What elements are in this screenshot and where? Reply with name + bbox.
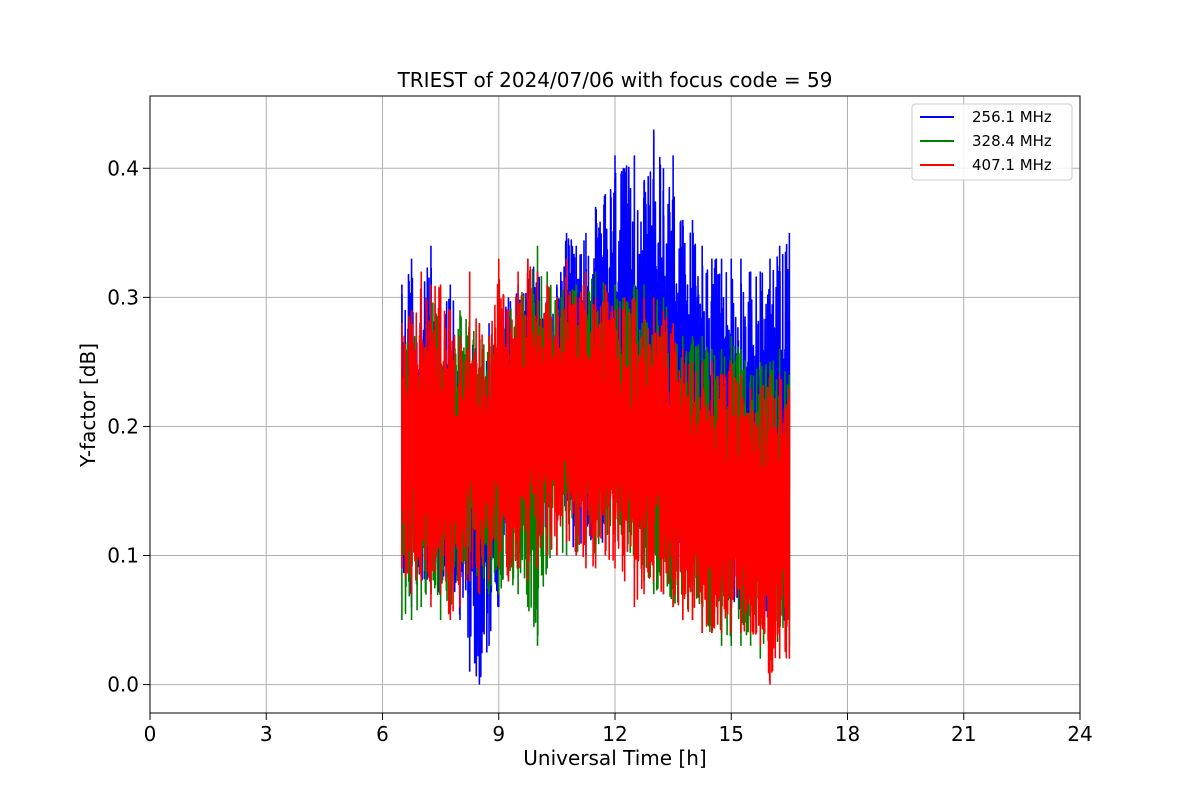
y-tick-label: 0.1 xyxy=(107,544,139,568)
chart-title: TRIEST of 2024/07/06 with focus code = 5… xyxy=(397,68,833,92)
tick-layer: 0 3 6 9 12 15 18 21 24 0.0 0.1 0.2 0.3 0.4 xyxy=(107,156,1093,746)
x-tick-label: 9 xyxy=(492,722,505,746)
y-tick-label: 0.2 xyxy=(107,414,139,438)
x-tick-label: 0 xyxy=(144,722,157,746)
x-tick-label: 24 xyxy=(1067,722,1092,746)
series-2 xyxy=(401,258,791,685)
series-layer xyxy=(401,129,791,685)
legend-box xyxy=(911,103,1073,181)
x-tick-label: 15 xyxy=(719,722,744,746)
x-tick-label: 3 xyxy=(260,722,273,746)
legend-entry-label: 328.4 MHz xyxy=(972,132,1052,150)
legend-entry-label: 256.1 MHz xyxy=(972,108,1052,126)
x-axis-label: Universal Time [h] xyxy=(523,746,706,770)
legend-entry-label: 407.1 MHz xyxy=(972,156,1052,174)
x-tick-label: 18 xyxy=(835,722,860,746)
y-axis-label: Y-factor [dB] xyxy=(76,343,100,468)
x-tick-label: 6 xyxy=(376,722,389,746)
y-tick-label: 0.3 xyxy=(107,285,139,309)
x-tick-label: 21 xyxy=(951,722,976,746)
y-tick-label: 0.0 xyxy=(107,673,139,697)
legend: 256.1 MHz 328.4 MHz 407.1 MHz xyxy=(911,103,1073,181)
y-tick-label: 0.4 xyxy=(107,156,139,180)
x-tick-label: 12 xyxy=(602,722,627,746)
